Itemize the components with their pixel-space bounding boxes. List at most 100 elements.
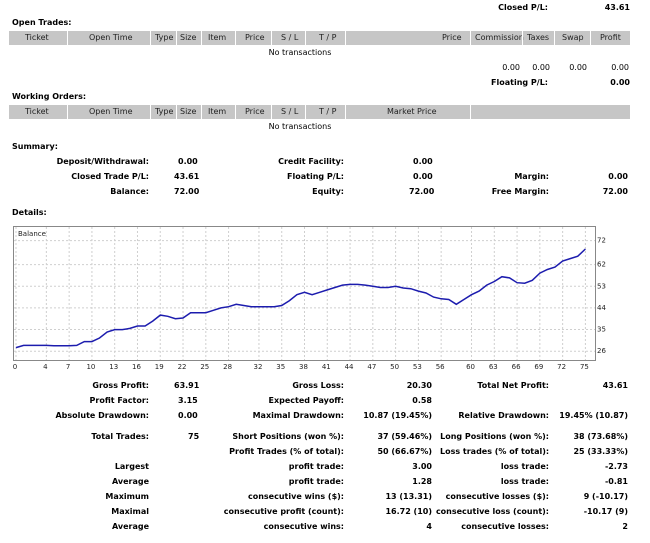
- x-tick-label-12: 38: [299, 363, 308, 371]
- stat-expected-payoff-label: Expected Payoff:: [268, 396, 344, 405]
- x-tick-label-23: 72: [557, 363, 566, 371]
- summary-equity-label: Equity:: [312, 187, 344, 196]
- open-floating-label: Floating P/L:: [491, 78, 548, 87]
- working-orders-title: Working Orders:: [12, 92, 87, 101]
- x-tick-label-18: 56: [436, 363, 445, 371]
- summary-deposit-value: 0.00: [178, 157, 198, 166]
- summary-free-margin-label: Free Margin:: [491, 187, 549, 196]
- summary-margin-label: Margin:: [514, 172, 549, 181]
- stat-abs-drawdown-value: 0.00: [178, 411, 198, 420]
- wo-col-type[interactable]: Type: [155, 107, 174, 116]
- x-tick-label-9: 28: [223, 363, 232, 371]
- summary-margin-value: 0.00: [608, 172, 628, 181]
- stat-loss-trades-label: Loss trades (% of total):: [440, 447, 550, 456]
- x-tick-label-3: 10: [86, 363, 95, 371]
- stat-avg-cons-wins-value: 4: [426, 522, 432, 531]
- y-tick-label-0: 26: [597, 347, 606, 355]
- x-tick-label-6: 19: [155, 363, 164, 371]
- stat-short-value: 37 (59.46%): [377, 432, 432, 441]
- balance-line: [15, 248, 586, 349]
- summary-closed-value: 43.61: [174, 172, 200, 181]
- stat-long-value: 38 (73.68%): [573, 432, 628, 441]
- stat-max-cons-losses-label: consecutive losses ($):: [445, 492, 549, 501]
- stat-short-label: Short Positions (won %):: [232, 432, 344, 441]
- wo-col-open-time[interactable]: Open Time: [89, 107, 133, 116]
- open-commission-total: 0.00: [502, 63, 520, 72]
- stat-avg-cons-losses-value: 2: [622, 522, 628, 531]
- summary-equity-value: 72.00: [409, 187, 435, 196]
- stat-total-trades-value: 75: [188, 432, 200, 441]
- stat-largest-loss-value: -2.73: [604, 462, 628, 471]
- stat-maximum-label: Maximum: [105, 492, 149, 501]
- stat-average-profit-label: profit trade:: [288, 477, 344, 486]
- stat-rel-drawdown-value: 19.45% (10.87): [559, 411, 628, 420]
- x-tick-label-13: 41: [322, 363, 331, 371]
- x-tick-label-7: 22: [178, 363, 187, 371]
- wo-col-tp[interactable]: T / P: [319, 107, 337, 116]
- stat-maximal-label: Maximal: [111, 507, 149, 516]
- wo-col-item[interactable]: Item: [208, 107, 227, 116]
- wo-col-ticket[interactable]: Ticket: [25, 107, 49, 116]
- stat-average2-label: Average: [111, 522, 149, 531]
- stat-max-drawdown-value: 10.87 (19.45%): [363, 411, 432, 420]
- y-tick-label-4: 62: [597, 261, 606, 269]
- stat-abs-drawdown-label: Absolute Drawdown:: [55, 411, 149, 420]
- open-trades-title: Open Trades:: [12, 18, 72, 27]
- stat-maximal-cons-loss-value: -10.17 (9): [583, 507, 628, 516]
- open-swap-total: 0.00: [569, 63, 587, 72]
- stat-avg-cons-wins-label: consecutive wins:: [263, 522, 344, 531]
- col-profit[interactable]: Profit: [600, 33, 621, 42]
- stat-long-label: Long Positions (won %):: [440, 432, 549, 441]
- working-orders-header: Ticket Open Time Type Size Item Price S …: [9, 105, 630, 119]
- open-trades-header: Ticket Open Time Type Size Item Price S …: [9, 31, 630, 45]
- x-tick-label-4: 13: [109, 363, 118, 371]
- col-type[interactable]: Type: [155, 33, 174, 42]
- x-tick-label-20: 63: [489, 363, 498, 371]
- stat-expected-payoff-value: 0.58: [412, 396, 432, 405]
- col-taxes[interactable]: Taxes: [527, 33, 550, 42]
- col-size[interactable]: Size: [180, 33, 197, 42]
- stat-average-loss-label: loss trade:: [500, 477, 549, 486]
- col-sl[interactable]: S / L: [281, 33, 299, 42]
- x-tick-label-19: 60: [466, 363, 475, 371]
- summary-deposit-label: Deposit/Withdrawal:: [56, 157, 149, 166]
- open-floating-value: 0.00: [610, 78, 630, 87]
- stat-max-drawdown-label: Maximal Drawdown:: [252, 411, 344, 420]
- wo-col-market-price[interactable]: Market Price: [387, 107, 437, 116]
- x-tick-label-0: 0: [13, 363, 17, 371]
- x-tick-label-16: 50: [390, 363, 399, 371]
- stat-largest-profit-value: 3.00: [412, 462, 432, 471]
- open-profit-total: 0.00: [611, 63, 629, 72]
- col-tp[interactable]: T / P: [319, 33, 337, 42]
- summary-credit-value: 0.00: [413, 157, 433, 166]
- chart-title: Balance: [18, 230, 46, 238]
- x-tick-label-11: 35: [276, 363, 285, 371]
- y-tick-label-3: 53: [597, 282, 606, 290]
- stat-gross-profit-label: Gross Profit:: [92, 381, 149, 390]
- wo-col-size[interactable]: Size: [180, 107, 197, 116]
- col-ticket[interactable]: Ticket: [25, 33, 49, 42]
- stat-maximal-cons-profit-value: 16.72 (10): [385, 507, 432, 516]
- wo-col-sl[interactable]: S / L: [281, 107, 299, 116]
- balance-chart-svg: Balance: [14, 227, 595, 360]
- col-market-price[interactable]: Price: [442, 33, 462, 42]
- stat-net-profit-label: Total Net Profit:: [477, 381, 549, 390]
- wo-col-price[interactable]: Price: [245, 107, 265, 116]
- stat-maximal-cons-loss-label: consecutive loss (count):: [435, 507, 549, 516]
- col-price[interactable]: Price: [245, 33, 265, 42]
- summary-balance-value: 72.00: [174, 187, 200, 196]
- open-taxes-total: 0.00: [532, 63, 550, 72]
- summary-closed-label: Closed Trade P/L:: [71, 172, 149, 181]
- stat-profit-factor-label: Profit Factor:: [89, 396, 149, 405]
- x-tick-label-1: 4: [43, 363, 48, 371]
- col-open-time[interactable]: Open Time: [89, 33, 133, 42]
- x-tick-label-5: 16: [132, 363, 141, 371]
- stat-rel-drawdown-label: Relative Drawdown:: [458, 411, 549, 420]
- col-commission[interactable]: Commission: [475, 33, 524, 42]
- col-item[interactable]: Item: [208, 33, 227, 42]
- stat-profit-factor-value: 3.15: [178, 396, 198, 405]
- x-tick-label-17: 53: [413, 363, 422, 371]
- stat-largest-profit-label: profit trade:: [288, 462, 344, 471]
- x-tick-label-22: 69: [534, 363, 543, 371]
- col-swap[interactable]: Swap: [562, 33, 584, 42]
